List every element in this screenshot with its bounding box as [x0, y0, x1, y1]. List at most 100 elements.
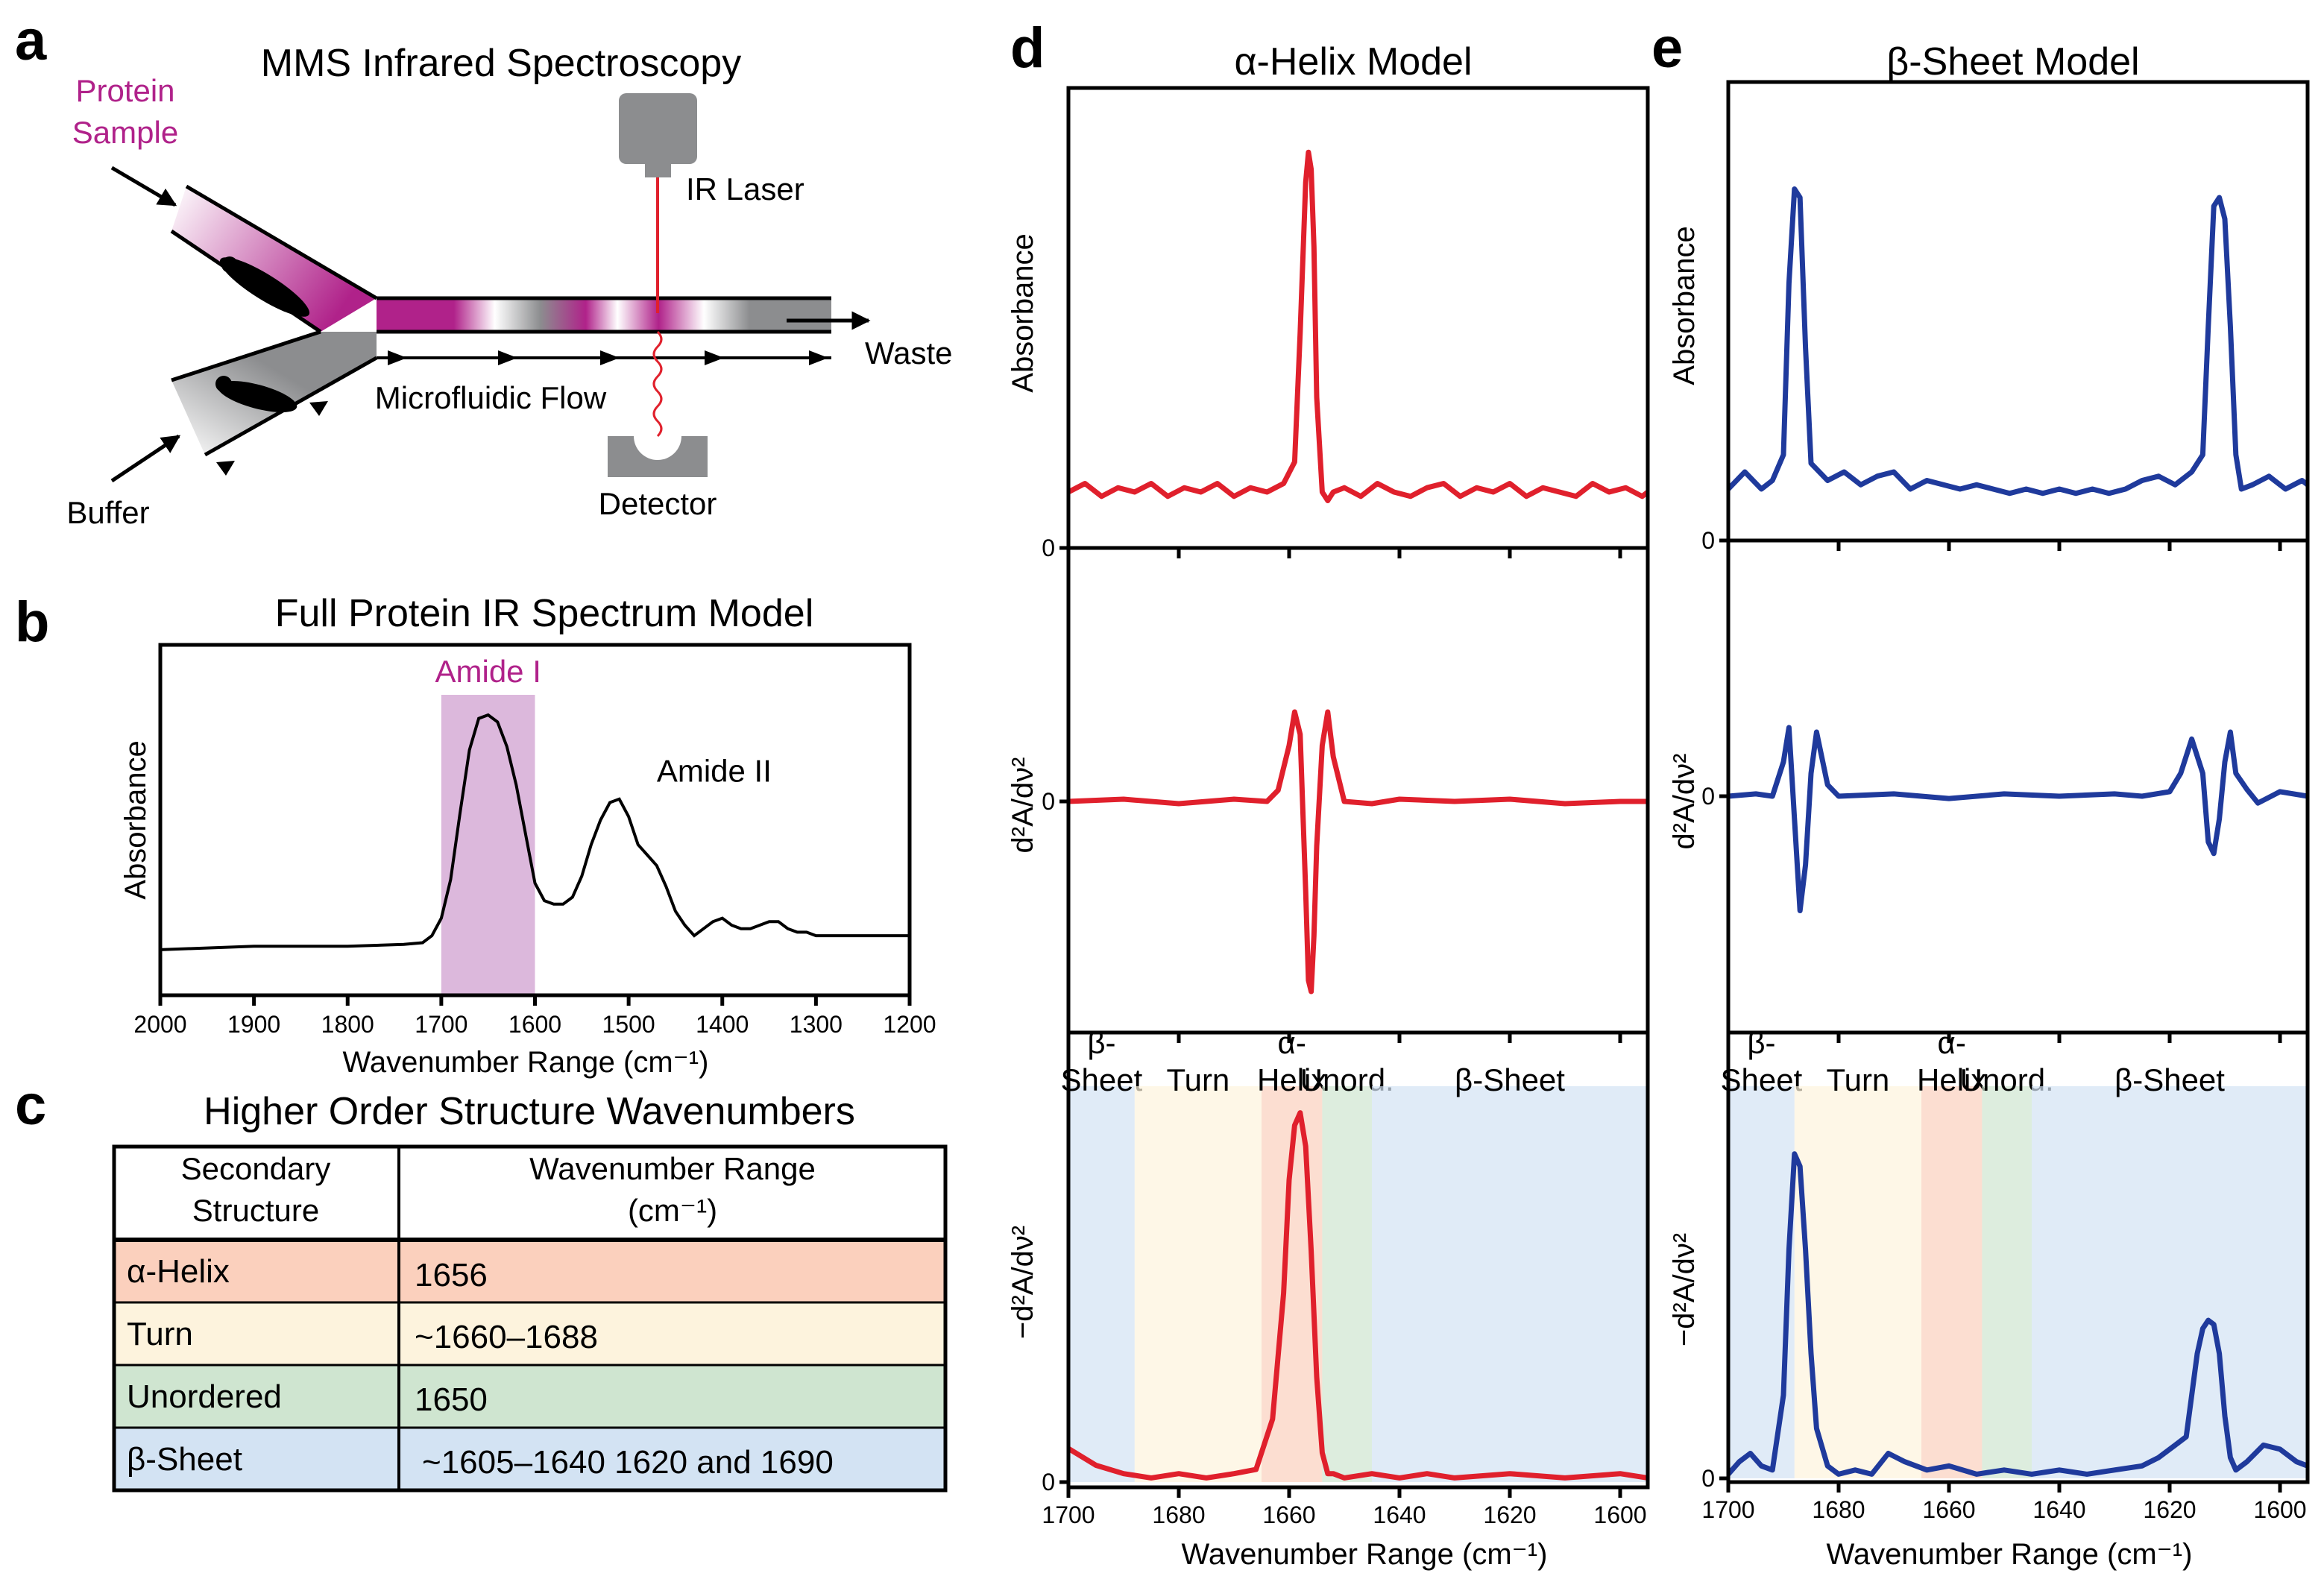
structure-region-band	[1372, 1086, 1648, 1482]
structure-region-band	[1728, 1086, 1795, 1478]
x-tick-label: 1640	[2032, 1496, 2085, 1523]
chart-b-plot-area: Amide I Amide II 2000 1900 1800 1700 1600 1500 1…	[133, 643, 936, 1038]
region-label: Sheet	[1061, 1062, 1143, 1097]
table-cell-range: 1656	[415, 1257, 488, 1293]
flow-arrow-icon	[309, 401, 328, 416]
zero-label: 0	[1701, 527, 1715, 554]
table-header-col1-line1: Secondary	[181, 1151, 331, 1186]
detector-label: Detector	[599, 486, 717, 521]
table-row-bg	[114, 1365, 945, 1428]
x-tick-label: 1620	[1483, 1501, 1536, 1528]
amide-ii-label: Amide II	[657, 753, 772, 788]
table-title: Higher Order Structure Wavenumbers	[204, 1090, 855, 1133]
region-label-line1: α-	[1278, 1025, 1306, 1060]
structure-region-band	[2032, 1086, 2308, 1478]
zero-label: 0	[1701, 1465, 1715, 1492]
chart-e-title: β-Sheet Model	[1886, 40, 2139, 83]
chart-d-title: α-Helix Model	[1234, 40, 1472, 83]
structure-region-band	[1322, 1086, 1372, 1482]
flow-arrow-icon	[600, 350, 620, 365]
microfluidic-flow-label: Microfluidic Flow	[375, 380, 607, 415]
sample-entry-arrow-icon	[110, 166, 177, 207]
region-label-line1: β-	[1087, 1025, 1115, 1060]
panel-letter-a: a	[15, 9, 47, 72]
spectrum-line	[1726, 1151, 2309, 1477]
x-tick-label: 1400	[696, 1011, 749, 1038]
panel-letter-b: b	[15, 590, 49, 654]
x-tick-label: 1600	[1593, 1501, 1646, 1528]
chart-d-ylabel-absorbance: Absorbance	[1007, 233, 1039, 392]
chart-d-xlabel: Wavenumber Range (cm⁻¹)	[1182, 1538, 1548, 1571]
x-tick-label: 1200	[883, 1011, 936, 1038]
chart-e-ylabel-absorbance: Absorbance	[1668, 226, 1701, 385]
valve-pivot-icon	[221, 256, 238, 273]
structure-region-band	[1921, 1086, 1983, 1478]
x-tick-label: 1680	[1152, 1501, 1205, 1528]
buffer-valve-icon	[217, 380, 297, 413]
subplot-frame	[1066, 546, 1650, 1035]
region-label: Helix	[1257, 1062, 1326, 1097]
subplot-frame	[1066, 86, 1650, 550]
x-tick-label: 1900	[227, 1011, 280, 1038]
buffer-label: Buffer	[66, 495, 149, 530]
x-tick-label: 1600	[2253, 1496, 2306, 1523]
protein-sample-label-line1: Protein	[75, 73, 174, 108]
zero-label: 0	[1042, 1469, 1055, 1496]
chart-e-ylabel-second-derivative: d²A/dν²	[1668, 754, 1701, 850]
panel-a-schematic: a MMS Infrared Spectroscopy Protein Samp…	[15, 9, 952, 530]
table-header-bg	[114, 1147, 945, 1240]
chart-e-xlabel: Wavenumber Range (cm⁻¹)	[1827, 1538, 2193, 1571]
region-label: β-Sheet	[1455, 1062, 1565, 1097]
panel-c-table: c Higher Order Structure Wavenumbers Sec…	[15, 1074, 948, 1493]
spectrum-line	[1068, 709, 1648, 995]
region-label: Sheet	[1721, 1062, 1803, 1097]
region-label: Turn	[1166, 1062, 1229, 1097]
waste-label: Waste	[865, 335, 952, 371]
flow-arrow-icon	[388, 350, 407, 365]
structure-region-band	[1134, 1086, 1262, 1482]
x-tick-label: 1660	[1922, 1496, 1975, 1523]
spectrum-line	[1728, 725, 2308, 913]
table-cell-range: ~1605–1640 1620 and 1690	[422, 1444, 834, 1481]
sample-valve-icon	[219, 257, 310, 317]
panel-letter-d: d	[1010, 16, 1045, 80]
flow-arrow-icon	[705, 350, 724, 365]
chart-b-ylabel: Absorbance	[119, 740, 152, 899]
x-tick-label: 1700	[1701, 1496, 1754, 1523]
region-label-line1: β-	[1747, 1025, 1775, 1060]
panel-a-title: MMS Infrared Spectroscopy	[261, 42, 741, 85]
panel-b-chart: b Full Protein IR Spectrum Model Amide I…	[15, 590, 936, 1079]
flow-arrow-icon	[216, 461, 235, 476]
main-channel	[377, 298, 831, 332]
table-row-bg	[114, 1240, 945, 1302]
region-label: β-Sheet	[2114, 1062, 2225, 1097]
ir-laser-label: IR Laser	[686, 171, 804, 207]
sample-inlet-channel	[171, 186, 377, 332]
chart-e-ylabel-neg-second-derivative: −d²A/dν²	[1668, 1233, 1701, 1346]
panel-letter-c: c	[15, 1074, 46, 1137]
table-row: β-Sheet ~1605–1640 1620 and 1690	[114, 1428, 945, 1490]
panel-e-chart: e β-Sheet Model 00β-Sheet Turnα-HelixUnor…	[1651, 16, 2310, 1571]
x-tick-label: 1300	[790, 1011, 843, 1038]
x-tick-label: 1700	[415, 1011, 467, 1038]
x-tick-label: 1700	[1042, 1501, 1095, 1528]
buffer-entry-arrow-icon	[110, 434, 181, 483]
x-tick-label: 1660	[1262, 1501, 1315, 1528]
transmitted-beam	[652, 330, 663, 438]
chart-d-ylabel-neg-second-derivative: −d²A/dν²	[1007, 1226, 1039, 1339]
panel-d-chart: d α-Helix Model 00β-Sheet Turnα-HelixUnor…	[1007, 16, 1650, 1571]
structure-region-band	[1982, 1086, 2032, 1478]
spectrum-line	[1067, 1110, 1648, 1481]
zero-label: 0	[1042, 535, 1055, 561]
subplot-frame	[1726, 1030, 2310, 1484]
spectrum-line	[160, 713, 910, 951]
zero-label: 0	[1701, 783, 1715, 810]
flow-arrow-icon	[809, 350, 828, 365]
structure-table: Secondary Structure Wavenumber Range (cm…	[112, 1144, 948, 1493]
table-cell-range: ~1660–1688	[415, 1319, 598, 1355]
table-cell-structure: Turn	[127, 1316, 193, 1352]
table-row-bg	[114, 1302, 945, 1365]
region-label-line1: α-	[1938, 1025, 1966, 1060]
channel-wall	[185, 184, 378, 300]
